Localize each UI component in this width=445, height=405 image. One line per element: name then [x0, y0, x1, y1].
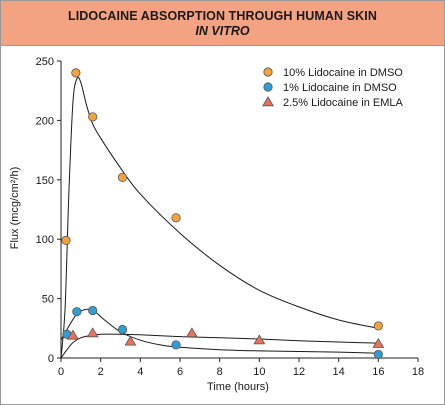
legend: 10% Lidocaine in DMSO 1% Lidocaine in DMS… [262, 67, 404, 109]
fit-curve-2 [60, 308, 379, 354]
data-point-series-2 [117, 324, 128, 335]
x-tick-label: 2 [98, 366, 104, 378]
y-tick-label: 100 [36, 234, 54, 246]
x-tick-label: 18 [412, 366, 424, 378]
x-tick-label: 8 [217, 366, 223, 378]
fitted-curves [60, 76, 379, 359]
chart-title: LIDOCAINE ABSORPTION THROUGH HUMAN SKIN [68, 9, 377, 23]
data-point-series-3 [372, 337, 385, 348]
data-point-series-3 [185, 327, 198, 338]
figure-header: LIDOCAINE ABSORPTION THROUGH HUMAN SKIN … [1, 1, 444, 46]
legend-marker-1 [263, 67, 273, 77]
axes: 0 2 4 6 8 10 12 14 16 18 0 50 100 150 200 250 [36, 56, 424, 378]
data-point-series-1 [71, 68, 81, 78]
legend-label-2: 1% Lidocaine in DMSO [283, 82, 397, 94]
y-axis-label: Flux (mcg/cm²/h) [9, 167, 21, 250]
data-point-series-1 [373, 321, 383, 331]
y-tick-label: 200 [36, 115, 54, 127]
data-point-series-2 [72, 307, 82, 317]
data-point-series-3 [66, 329, 79, 340]
data-point-series-2 [88, 305, 98, 316]
legend-marker-3 [262, 96, 275, 107]
fit-curve-1 [60, 76, 379, 359]
legend-marker-2 [263, 82, 273, 92]
data-point-series-2 [373, 349, 383, 360]
data-point-series-1 [171, 213, 181, 223]
data-point-series-1 [61, 235, 71, 245]
x-axis-label: Time (hours) [207, 381, 269, 393]
data-point-series-3 [253, 334, 266, 345]
x-tick-label: 16 [372, 366, 384, 378]
y-tick-label: 50 [42, 294, 54, 306]
x-tick-label: 14 [333, 366, 345, 378]
fit-curve-3 [60, 333, 379, 359]
legend-label-3: 2.5% Lidocaine in EMLA [283, 97, 404, 109]
x-tick-label: 0 [58, 366, 64, 378]
data-point-series-2 [171, 340, 181, 350]
y-tick-label: 250 [36, 56, 54, 68]
x-tick-label: 6 [177, 366, 183, 378]
chart-subtitle: IN VITRO [195, 24, 250, 38]
data-point-series-3 [124, 335, 137, 346]
x-tick-label: 4 [137, 366, 143, 378]
legend-label-1: 10% Lidocaine in DMSO [283, 67, 403, 79]
data-point-series-1 [117, 172, 128, 183]
y-tick-label: 0 [48, 353, 54, 365]
x-tick-label: 10 [253, 366, 265, 378]
data-points [61, 68, 385, 360]
data-point-series-1 [88, 112, 98, 122]
data-point-series-3 [86, 327, 99, 338]
y-tick-label: 150 [36, 175, 54, 187]
x-tick-label: 12 [293, 366, 305, 378]
